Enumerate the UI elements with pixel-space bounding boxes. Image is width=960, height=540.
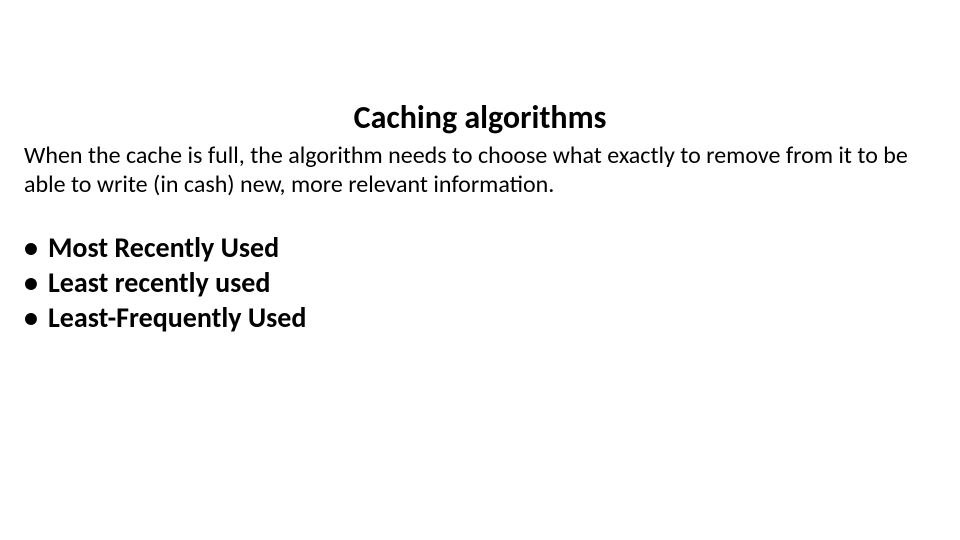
bullet-list: Most Recently Used Least recently used L… <box>0 230 960 335</box>
slide-intro: When the cache is full, the algorithm ne… <box>0 141 960 200</box>
list-item: Least recently used <box>24 265 960 300</box>
list-item: Most Recently Used <box>24 230 960 265</box>
slide: Caching algorithms When the cache is ful… <box>0 98 960 540</box>
slide-title: Caching algorithms <box>0 98 960 137</box>
bullet-text: Least-Frequently Used <box>48 300 306 335</box>
bullet-text: Least recently used <box>48 265 270 300</box>
bullet-text: Most Recently Used <box>48 230 279 265</box>
list-item: Least-Frequently Used <box>24 300 960 335</box>
